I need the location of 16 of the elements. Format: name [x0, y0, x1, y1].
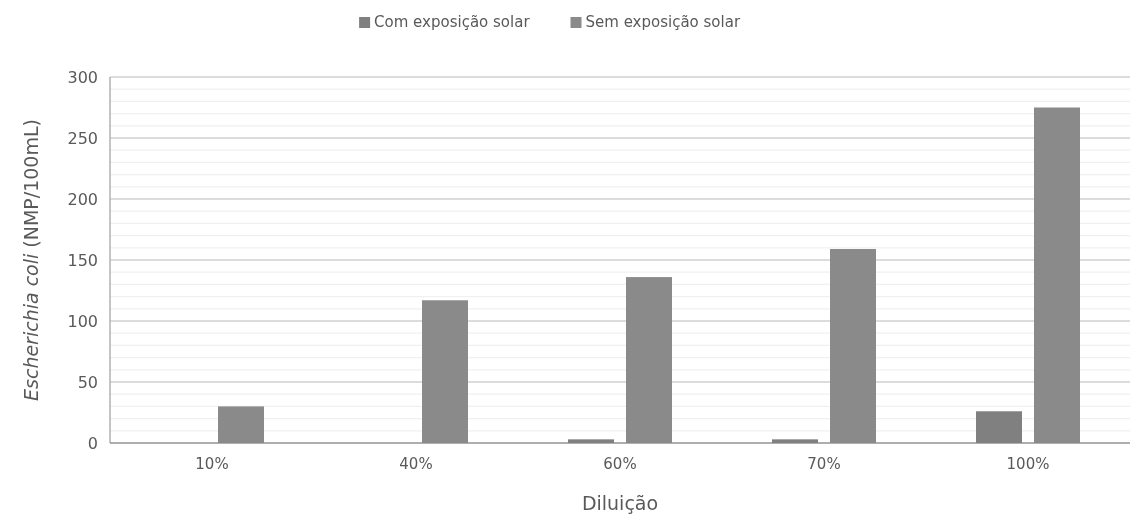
y-tick-label: 200 [67, 189, 98, 209]
x-tick-label: 70% [807, 455, 841, 473]
y-axis-title: Escherichia coli (NMP/100mL) [20, 119, 42, 401]
y-tick-label: 100 [67, 311, 98, 331]
y-tick-label: 0 [87, 433, 98, 453]
x-axis-title: Diluição [581, 492, 659, 514]
x-tick-label: 10% [195, 455, 229, 473]
x-tick-label: 60% [603, 455, 637, 473]
y-tick-label: 250 [67, 128, 98, 148]
y-tick-label: 150 [67, 250, 98, 270]
x-tick-label: 100% [1006, 455, 1050, 473]
legend-label: Sem exposição solar [585, 13, 741, 31]
y-tick-label: 300 [67, 67, 98, 87]
x-tick-label: 40% [399, 455, 433, 473]
y-tick-label: 50 [77, 372, 98, 392]
legend-label: Com exposição solar [374, 13, 531, 31]
